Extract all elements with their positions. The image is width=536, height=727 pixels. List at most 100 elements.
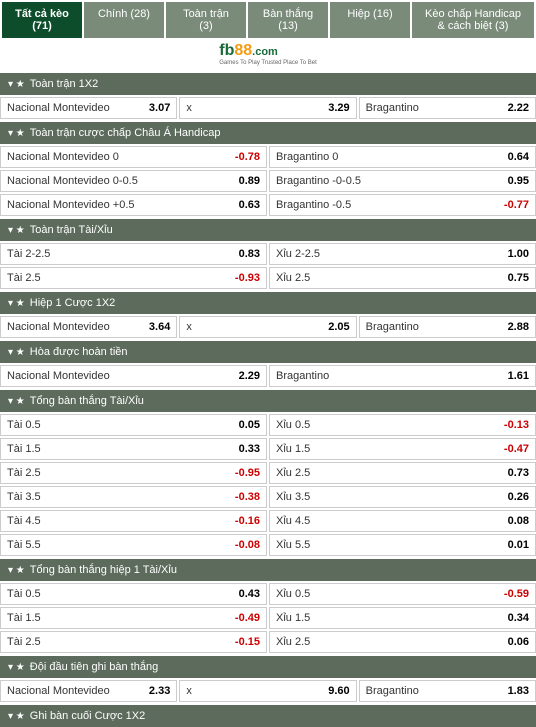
odds-value: -0.15 bbox=[235, 636, 260, 648]
odds-label: x bbox=[186, 685, 192, 697]
odds-cell[interactable]: Bragantino -0-0.5 0.95 bbox=[269, 170, 536, 192]
odds-label: Xỉu 4.5 bbox=[276, 515, 310, 527]
odds-cell[interactable]: Bragantino1.61 bbox=[269, 365, 536, 387]
odds-cell[interactable]: Tài 5.5-0.08 bbox=[0, 534, 267, 556]
odds-label: Nacional Montevideo +0.5 bbox=[7, 199, 135, 211]
odds-cell[interactable]: Nacional Montevideo3.64 bbox=[0, 316, 177, 338]
odds-row: Nacional Montevideo 0-0.78Bragantino 00.… bbox=[0, 146, 536, 168]
odds-row: Tài 1.5-0.49Xỉu 1.50.34 bbox=[0, 607, 536, 629]
odds-value: -0.93 bbox=[235, 272, 260, 284]
odds-label: Tài 0.5 bbox=[7, 419, 41, 431]
odds-value: -0.13 bbox=[504, 419, 529, 431]
odds-value: 2.88 bbox=[508, 321, 529, 333]
tab-handicap[interactable]: Kèo chấp Handicap & cách biệt (3) bbox=[412, 2, 534, 38]
odds-cell[interactable]: Tài 2.5-0.95 bbox=[0, 462, 267, 484]
odds-cell[interactable]: Tài 4.5-0.16 bbox=[0, 510, 267, 532]
odds-value: 0.75 bbox=[508, 272, 529, 284]
odds-row: Nacional Montevideo +0.50.63Bragantino -… bbox=[0, 194, 536, 216]
odds-cell[interactable]: Xỉu 4.5 0.08 bbox=[269, 510, 536, 532]
section-header[interactable]: Đội đầu tiên ghi bàn thắng bbox=[0, 656, 536, 678]
odds-value: 2.33 bbox=[149, 685, 170, 697]
section-header[interactable]: Toàn trận 1X2 bbox=[0, 73, 536, 95]
odds-cell[interactable]: Nacional Montevideo 0-0.50.89 bbox=[0, 170, 267, 192]
odds-label: Tài 0.5 bbox=[7, 588, 41, 600]
odds-cell[interactable]: Tài 1.50.33 bbox=[0, 438, 267, 460]
odds-cell[interactable]: Xỉu 1.5-0.47 bbox=[269, 438, 536, 460]
odds-label: Bragantino -0-0.5 bbox=[276, 175, 361, 187]
odds-cell[interactable]: Xỉu 0.5-0.13 bbox=[269, 414, 536, 436]
odds-row: Tài 2.5 -0.93 Xỉu 2.5 0.75 bbox=[0, 267, 536, 289]
section-header[interactable]: Toàn trận cược chấp Châu Á Handicap bbox=[0, 122, 536, 144]
odds-cell[interactable]: Bragantino2.88 bbox=[359, 316, 536, 338]
odds-row: Tài 4.5-0.16 Xỉu 4.5 0.08 bbox=[0, 510, 536, 532]
odds-value: 0.08 bbox=[508, 515, 529, 527]
odds-value: 1.83 bbox=[508, 685, 529, 697]
tab-main[interactable]: Chính (28) bbox=[84, 2, 164, 38]
odds-cell[interactable]: Nacional Montevideo +0.50.63 bbox=[0, 194, 267, 216]
odds-value: 0.33 bbox=[239, 443, 260, 455]
odds-value: -0.78 bbox=[235, 151, 260, 163]
odds-value: 0.43 bbox=[239, 588, 260, 600]
odds-cell[interactable]: Xỉu 5.5 0.01 bbox=[269, 534, 536, 556]
odds-label: Xỉu 0.5 bbox=[276, 588, 310, 600]
odds-cell[interactable]: Nacional Montevideo 2.33 bbox=[0, 680, 177, 702]
odds-value: 0.95 bbox=[508, 175, 529, 187]
tab-goals[interactable]: Bàn thắng (13) bbox=[248, 2, 328, 38]
odds-cell[interactable]: Bragantino 00.64 bbox=[269, 146, 536, 168]
odds-value: 2.05 bbox=[328, 321, 349, 333]
section-header[interactable]: Toàn trận Tài/Xỉu bbox=[0, 219, 536, 241]
odds-cell[interactable]: Xỉu 2.50.73 bbox=[269, 462, 536, 484]
tab-half[interactable]: Hiệp (16) bbox=[330, 2, 410, 38]
odds-cell[interactable]: x2.05 bbox=[179, 316, 356, 338]
odds-label: Tài 2.5 bbox=[7, 272, 41, 284]
odds-label: Nacional Montevideo bbox=[7, 321, 110, 333]
odds-label: x bbox=[186, 102, 192, 114]
section-header[interactable]: Hòa được hoàn tiền bbox=[0, 341, 536, 363]
odds-value: 0.73 bbox=[508, 467, 529, 479]
odds-cell[interactable]: Tài 2.5-0.15 bbox=[0, 631, 267, 653]
odds-cell[interactable]: x3.29 bbox=[179, 97, 356, 119]
odds-cell[interactable]: Bragantino -0.5-0.77 bbox=[269, 194, 536, 216]
odds-label: Tài 2-2.5 bbox=[7, 248, 50, 260]
section-header[interactable]: Hiệp 1 Cược 1X2 bbox=[0, 292, 536, 314]
section-header[interactable]: Ghi bàn cuối Cược 1X2 bbox=[0, 705, 536, 727]
odds-cell[interactable]: Xỉu 2-2.51.00 bbox=[269, 243, 536, 265]
tab-all[interactable]: Tất cả kèo (71) bbox=[2, 2, 82, 38]
odds-cell[interactable]: Bragantino1.83 bbox=[359, 680, 536, 702]
odds-value: -0.16 bbox=[235, 515, 260, 527]
odds-cell[interactable]: x9.60 bbox=[179, 680, 356, 702]
odds-value: 0.89 bbox=[239, 175, 260, 187]
odds-cell[interactable]: Xỉu 0.5-0.59 bbox=[269, 583, 536, 605]
tab-fulltime[interactable]: Toàn trận (3) bbox=[166, 2, 246, 38]
odds-cell[interactable]: Bragantino2.22 bbox=[359, 97, 536, 119]
odds-cell[interactable]: Tài 2-2.50.83 bbox=[0, 243, 267, 265]
odds-cell[interactable]: Xỉu 2.5 0.75 bbox=[269, 267, 536, 289]
odds-label: Xỉu 5.5 bbox=[276, 539, 310, 551]
odds-cell[interactable]: Tài 1.5-0.49 bbox=[0, 607, 267, 629]
odds-label: Bragantino -0.5 bbox=[276, 199, 351, 211]
odds-row: Nacional Montevideo 0-0.50.89Bragantino … bbox=[0, 170, 536, 192]
odds-cell[interactable]: Nacional Montevideo 0-0.78 bbox=[0, 146, 267, 168]
odds-cell[interactable]: Tài 3.5-0.38 bbox=[0, 486, 267, 508]
odds-cell[interactable]: Tài 0.5 0.05 bbox=[0, 414, 267, 436]
odds-label: Nacional Montevideo bbox=[7, 685, 110, 697]
odds-label: Bragantino 0 bbox=[276, 151, 338, 163]
odds-cell[interactable]: Nacional Montevideo2.29 bbox=[0, 365, 267, 387]
odds-cell[interactable]: Tài 0.5 0.43 bbox=[0, 583, 267, 605]
odds-cell[interactable]: Tài 2.5 -0.93 bbox=[0, 267, 267, 289]
odds-value: 0.05 bbox=[239, 419, 260, 431]
odds-cell[interactable]: Nacional Montevideo3.07 bbox=[0, 97, 177, 119]
odds-value: 0.01 bbox=[508, 539, 529, 551]
odds-label: Tài 2.5 bbox=[7, 467, 41, 479]
odds-cell[interactable]: Xỉu 3.50.26 bbox=[269, 486, 536, 508]
odds-value: 0.06 bbox=[508, 636, 529, 648]
section-header[interactable]: Tổng bàn thắng hiệp 1 Tài/Xỉu bbox=[0, 559, 536, 581]
odds-value: -0.47 bbox=[504, 443, 529, 455]
odds-row: Tài 1.50.33Xỉu 1.5-0.47 bbox=[0, 438, 536, 460]
odds-cell[interactable]: Xỉu 2.50.06 bbox=[269, 631, 536, 653]
odds-label: Xỉu 2.5 bbox=[276, 272, 310, 284]
odds-row: Nacional Montevideo2.29Bragantino1.61 bbox=[0, 365, 536, 387]
section-header[interactable]: Tổng bàn thắng Tài/Xỉu bbox=[0, 390, 536, 412]
odds-cell[interactable]: Xỉu 1.50.34 bbox=[269, 607, 536, 629]
odds-value: 2.29 bbox=[239, 370, 260, 382]
